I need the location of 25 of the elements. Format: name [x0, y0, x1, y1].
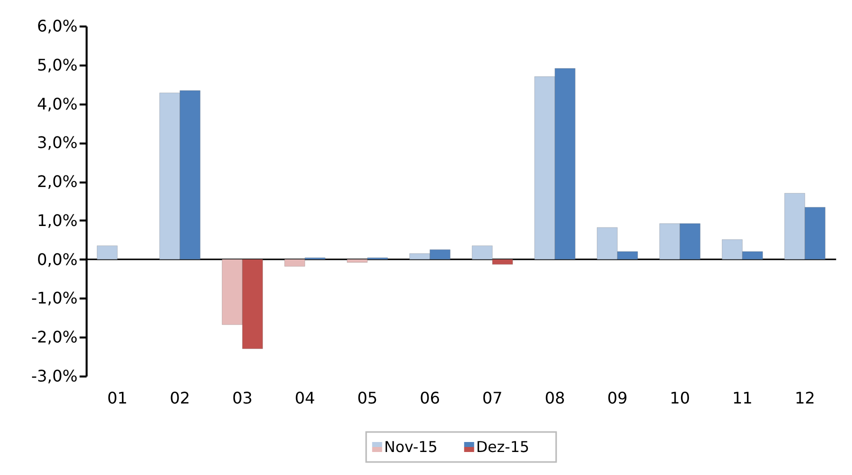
x-tick-label: 07	[482, 388, 503, 408]
y-tick-label: -2,0%	[31, 328, 78, 347]
y-tick-label: 1,0%	[36, 210, 78, 230]
y-tick-label: -1,0%	[31, 288, 78, 308]
y-tick-label: 2,0%	[36, 172, 78, 192]
y-tick-label: 3,0%	[36, 133, 78, 152]
x-tick-label: 01	[107, 388, 128, 408]
x-tick-label: 09	[607, 388, 628, 408]
x-tick-label: 08	[544, 388, 566, 408]
x-tick-label: 06	[420, 388, 440, 408]
x-tick-label: 02	[170, 388, 190, 408]
x-tick-label: 11	[732, 388, 753, 408]
y-tick-label: 0,0%	[36, 250, 78, 269]
legend-label: Nov-15	[384, 438, 438, 456]
x-tick-label: 10	[670, 388, 690, 408]
x-tick-label: 03	[232, 388, 253, 408]
y-tick-label: -3,0%	[31, 366, 78, 386]
x-tick-label: 05	[357, 388, 378, 408]
y-tick-label: 5,0%	[36, 55, 78, 74]
y-tick-label: 6,0%	[36, 16, 78, 36]
x-tick-label: 12	[794, 388, 816, 408]
y-tick-label: 4,0%	[36, 94, 78, 114]
legend-label: Dez-15	[476, 438, 530, 456]
bar	[96, 245, 118, 260]
x-tick-label: 04	[294, 388, 316, 408]
